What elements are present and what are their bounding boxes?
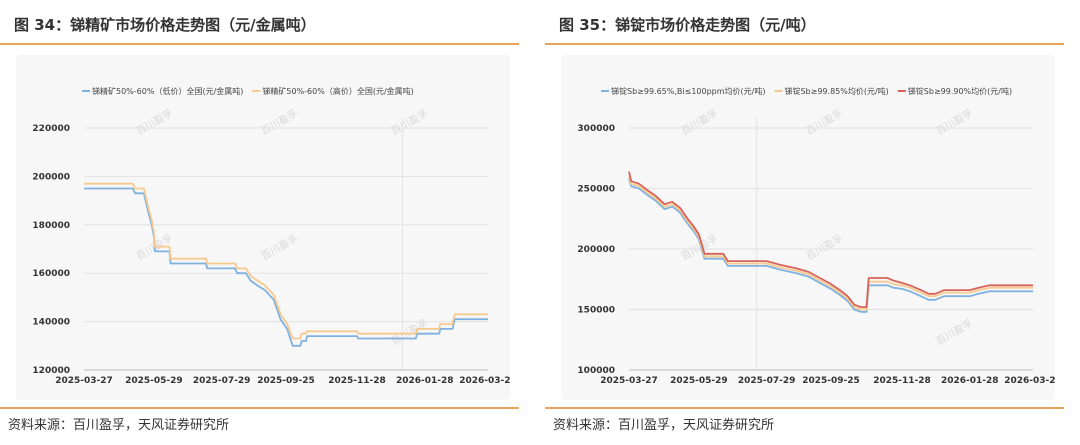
figure-34-chart: 百川盈孚百川盈孚百川盈孚百川盈孚百川盈孚百川盈孚1200001400001600… — [32, 86, 510, 386]
figure-35-chart: 百川盈孚百川盈孚百川盈孚百川盈孚百川盈孚百川盈孚1000001500002000… — [577, 86, 1055, 386]
x-tick-label: 2025-03-27 — [600, 376, 658, 386]
x-tick-label: 2026-01-28 — [396, 376, 454, 386]
y-tick-label: 300000 — [577, 124, 615, 134]
y-tick-label: 250000 — [577, 185, 615, 195]
figure-35-title: 图 35：锑锭市场价格走势图（元/吨） — [559, 16, 816, 34]
figure-35-chart-area: 百川盈孚 百川盈孚 百川盈孚 百川盈孚 百川盈孚 百川盈孚 100000 150000 2000… — [561, 55, 1055, 400]
legend-label: 锑锭Sb≥99.65%,Bi≤100ppm均价(元/吨) — [611, 86, 765, 96]
figure-35-panel: 图 35：锑锭市场价格走势图（元/吨） 百川盈孚 百川盈孚 百川盈孚 百川盈孚 百川盈孚… — [545, 0, 1064, 445]
x-tick-label: 2025-05-29 — [125, 376, 183, 386]
watermark-text: 百川盈孚 — [259, 232, 300, 262]
x-tick-label: 2025-11-28 — [873, 376, 931, 386]
x-tick-label: 2026-03-26 — [459, 376, 510, 386]
figure-34-title: 图 34：锑精矿市场价格走势图（元/金属吨） — [14, 16, 316, 34]
x-tick-label: 2025-11-28 — [328, 376, 386, 386]
x-tick-label: 2025-09-25 — [802, 376, 860, 386]
series-line-1 — [628, 178, 1033, 313]
legend-label: 锑锭Sb≥99.90%均价(元/吨) — [908, 86, 1012, 96]
x-tick-label: 2025-07-29 — [738, 376, 796, 386]
figure-34-chart-area: 百川盈孚 百川盈孚 百川盈孚 百川盈孚 百川盈孚 百川盈孚 120000 140000 1600… — [16, 55, 510, 400]
watermark-text: 百川盈孚 — [389, 107, 430, 137]
legend-label: 锑精矿50%-60%（低价）全国(元/金属吨) — [92, 86, 243, 96]
y-tick-label: 200000 — [577, 245, 615, 255]
y-tick-label: 120000 — [32, 366, 70, 376]
watermark-text: 百川盈孚 — [679, 107, 720, 137]
y-tick-label: 100000 — [577, 366, 615, 376]
legend-label: 锑锭Sb≥99.85%均价(元/吨) — [784, 86, 888, 96]
legend-label: 锑精矿50%-60%（高价）全国(元/金属吨) — [262, 86, 413, 96]
y-tick-label: 180000 — [32, 221, 70, 231]
x-tick-label: 2025-05-29 — [670, 376, 728, 386]
watermark-text: 百川盈孚 — [804, 107, 845, 137]
series-line-2 — [84, 182, 488, 340]
figure-34-source: 资料来源：百川盈孚，天风证券研究所 — [8, 418, 230, 433]
figure-35-source: 资料来源：百川盈孚，天风证券研究所 — [553, 418, 775, 433]
watermark-text: 百川盈孚 — [134, 107, 175, 137]
x-tick-label: 2026-03-26 — [1004, 376, 1055, 386]
watermark-text: 百川盈孚 — [934, 317, 975, 347]
figure-34-panel: 图 34：锑精矿市场价格走势图（元/金属吨） 百川盈孚 百川盈孚 百川盈孚 百川盈孚百… — [0, 0, 519, 445]
watermark-text: 百川盈孚 — [804, 232, 845, 262]
y-tick-label: 200000 — [32, 172, 70, 182]
x-tick-label: 2026-01-28 — [941, 376, 999, 386]
watermark-text: 百川盈孚 — [934, 107, 975, 137]
figure-35-top-rule — [545, 43, 1064, 45]
figure-34-top-rule — [0, 43, 519, 45]
figure-35-bottom-rule — [545, 407, 1064, 409]
watermark-text: 百川盈孚 — [259, 107, 300, 137]
y-tick-label: 140000 — [32, 318, 70, 328]
x-tick-label: 2025-07-29 — [193, 376, 251, 386]
y-tick-label: 220000 — [32, 124, 70, 134]
x-tick-label: 2025-09-25 — [257, 376, 315, 386]
series-line-3 — [628, 171, 1033, 309]
x-tick-label: 2025-03-27 — [55, 376, 113, 386]
y-tick-label: 150000 — [577, 306, 615, 316]
series-line-2 — [628, 176, 1033, 311]
y-tick-label: 160000 — [32, 269, 70, 279]
figure-34-bottom-rule — [0, 407, 519, 409]
